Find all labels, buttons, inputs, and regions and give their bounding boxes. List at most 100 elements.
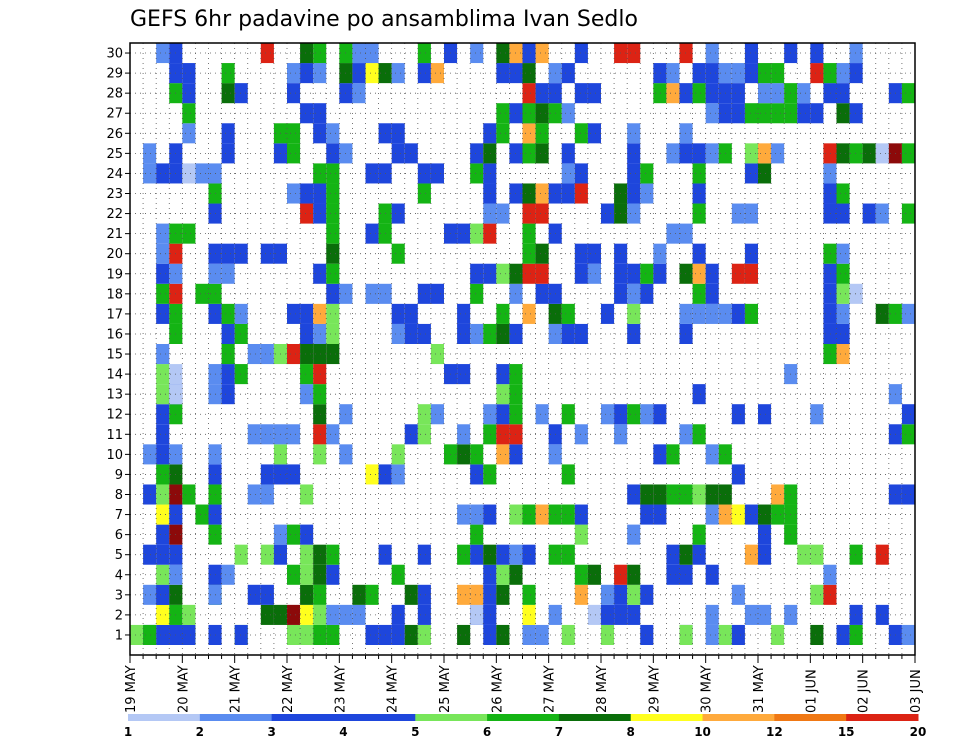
heatmap-cell [300,43,314,64]
heatmap-cell [182,83,196,104]
heatmap-cell [182,223,196,244]
heatmap-cell [692,143,706,164]
heatmap-cell [221,143,235,164]
heatmap-cell [823,163,837,184]
heatmap-cell [483,323,497,344]
heatmap-cell [287,303,301,324]
heatmap-cell [260,544,274,565]
y-tick-label: 12 [106,408,123,423]
heatmap-cell [483,624,497,645]
heatmap-cell [574,43,588,64]
heatmap-cell [483,584,497,605]
heatmap-cell [849,43,863,64]
heatmap-cell [365,163,379,184]
heatmap-cell [758,103,772,124]
heatmap-cell [156,524,170,545]
heatmap-cell [483,604,497,625]
heatmap-cell [287,63,301,84]
heatmap-cell [430,344,444,365]
heatmap-cell [483,424,497,445]
heatmap-cell [156,303,170,324]
heatmap-cell [561,103,575,124]
heatmap-cell [522,243,536,264]
heatmap-cell [731,584,745,605]
heatmap-cell [627,524,641,545]
heatmap-cell [470,283,484,304]
heatmap-cell [457,323,471,344]
heatmap-cell [561,504,575,525]
heatmap-cell [417,604,431,625]
heatmap-cell [143,584,157,605]
heatmap-cell [601,404,615,425]
heatmap-cell [692,163,706,184]
grid [130,43,915,655]
heatmap-cell [496,564,510,585]
heatmap-cell [483,504,497,525]
heatmap-cell [679,223,693,244]
heatmap-cell [758,544,772,565]
heatmap-cell [692,384,706,405]
heatmap-cell [260,344,274,365]
heatmap-cell [823,183,837,204]
heatmap-cell [705,283,719,304]
heatmap-cell [653,243,667,264]
heatmap-cell [705,444,719,465]
heatmap-cell [744,163,758,184]
heatmap-cell [640,404,654,425]
heatmap-cell [483,464,497,485]
heatmap-cell [287,624,301,645]
heatmap-cell [679,323,693,344]
y-tick-label: 16 [106,327,123,342]
heatmap-cell [260,484,274,505]
heatmap-cell [535,243,549,264]
heatmap-cell [744,103,758,124]
heatmap-cell [731,63,745,84]
heatmap-cell [810,624,824,645]
heatmap-cell [692,484,706,505]
heatmap-cell [731,203,745,224]
heatmap-cell [836,624,850,645]
heatmap-cell [326,564,340,585]
heatmap-cell [574,504,588,525]
heatmap-cell [391,604,405,625]
heatmap-cell [260,243,274,264]
heatmap-cell [457,303,471,324]
y-tick-label: 18 [106,287,123,302]
heatmap-cell [156,263,170,284]
heatmap-cell [601,624,615,645]
heatmap-cell [326,203,340,224]
heatmap-cell [522,624,536,645]
y-tick-label: 6 [115,528,123,543]
colorbar-label: 1 [124,725,132,739]
heatmap-cell [823,243,837,264]
heatmap-cell [483,163,497,184]
heatmap-cell [352,83,366,104]
heatmap-cell [156,384,170,405]
heatmap-cell [313,323,327,344]
heatmap-cell [313,404,327,425]
heatmap-cell [758,524,772,545]
heatmap-cell [875,544,889,565]
heatmap-cell [287,564,301,585]
heatmap-cell [457,584,471,605]
heatmap-cell [496,544,510,565]
heatmap-cell [574,123,588,144]
heatmap-cell [601,604,615,625]
heatmap-cell [156,504,170,525]
heatmap-cell [470,223,484,244]
colorbar-label: 4 [339,725,347,739]
heatmap-cell [496,203,510,224]
heatmap-cell [771,504,785,525]
heatmap-cell [875,143,889,164]
heatmap-cell [300,63,314,84]
heatmap-cell [522,123,536,144]
heatmap-cell [365,63,379,84]
heatmap-cell [901,484,915,505]
heatmap-cell [182,63,196,84]
heatmap-cell [601,584,615,605]
heatmap-cell [313,103,327,124]
x-tick-label: 19 MAY [124,665,139,713]
heatmap-cell [483,203,497,224]
heatmap-cell [587,243,601,264]
heatmap-cell [365,464,379,485]
